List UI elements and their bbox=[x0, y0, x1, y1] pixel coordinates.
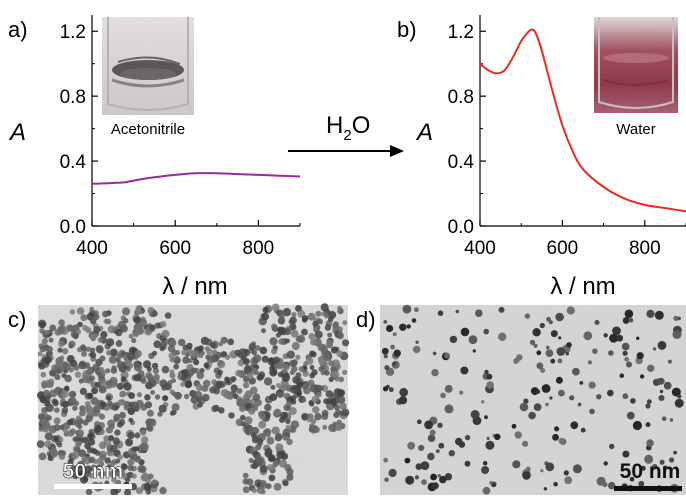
x-axis-title-a: λ / nm bbox=[162, 273, 227, 300]
scale-bar-label-d: 50 nm bbox=[620, 460, 681, 483]
panel-label-c: c) bbox=[8, 307, 26, 332]
y-axis-title-b: A bbox=[415, 119, 433, 146]
x-axis-title-b: λ / nm bbox=[550, 273, 615, 300]
arrow-label-sub: 2 bbox=[343, 127, 351, 144]
y-tick-label: 0.4 bbox=[448, 152, 475, 173]
arrow-head bbox=[390, 145, 404, 157]
scale-bar-c bbox=[54, 484, 132, 489]
panel-label-a: a) bbox=[8, 17, 28, 42]
x-tick-label: 800 bbox=[243, 238, 275, 259]
y-tick-label: 0.8 bbox=[60, 87, 86, 108]
inset-photo-acetonitrile bbox=[102, 17, 194, 115]
panel-label-d: d) bbox=[356, 307, 376, 332]
transfer-arrow: H2O bbox=[288, 112, 404, 157]
series-line bbox=[91, 172, 301, 185]
y-tick-label: 1.2 bbox=[448, 22, 474, 43]
tem-image-c: 50 nm bbox=[36, 303, 350, 497]
x-tick-label: 600 bbox=[159, 238, 191, 259]
x-tick-label: 800 bbox=[629, 238, 661, 259]
arrow-label-o: O bbox=[352, 112, 371, 139]
tem-image-d: 50 nm bbox=[380, 304, 686, 495]
inset-photo-water bbox=[594, 17, 678, 113]
inset-caption-acetonitrile: Acetonitrile bbox=[111, 121, 185, 138]
x-tick-label: 600 bbox=[547, 238, 579, 259]
chart-a: A λ / nm Acetonitrile 0.0 0.4 0.8 1.2 400 600… bbox=[8, 15, 301, 300]
arrow-label: H2O bbox=[326, 112, 370, 144]
y-axis-title-a: A bbox=[8, 119, 26, 146]
series-line bbox=[479, 28, 686, 213]
chart-b: A λ / nm Water 0.0 0.4 0.8 1.2 400 600 800 bbox=[415, 15, 686, 300]
y-tick-label: 1.2 bbox=[60, 22, 86, 43]
scale-bar-label-c: 50 nm bbox=[63, 460, 124, 483]
y-tick-label: 0.4 bbox=[60, 152, 87, 173]
y-tick-label: 0.8 bbox=[448, 87, 474, 108]
y-tick-label: 0.0 bbox=[448, 217, 474, 238]
inset-caption-water: Water bbox=[616, 121, 655, 138]
y-tick-label: 0.0 bbox=[60, 217, 86, 238]
arrow-label-h: H bbox=[326, 112, 343, 139]
scale-bar-d bbox=[614, 486, 682, 491]
x-tick-label: 400 bbox=[76, 238, 108, 259]
x-tick-label: 400 bbox=[464, 238, 496, 259]
panel-label-b: b) bbox=[397, 17, 417, 42]
